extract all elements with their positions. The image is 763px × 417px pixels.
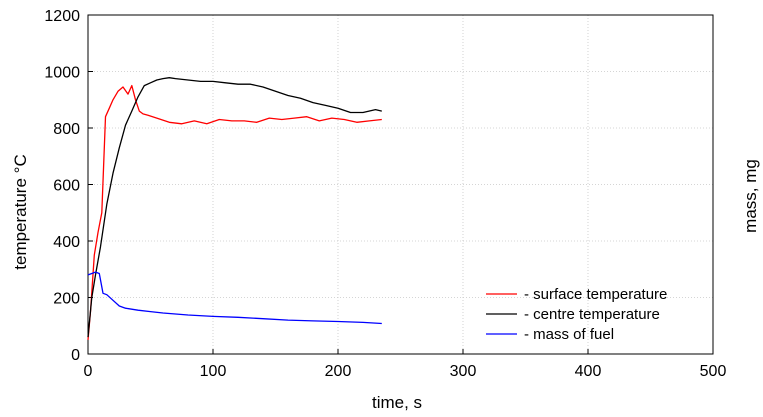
y-tick-label: 1200 — [44, 8, 80, 25]
legend-label-mass-of-fuel: - mass of fuel — [524, 326, 614, 343]
x-tick-label: 0 — [84, 363, 93, 380]
y-tick-label: 600 — [53, 178, 80, 195]
y-axis-label: temperature °C — [11, 154, 30, 269]
series-line-mass-of-fuel — [87, 271, 382, 325]
legend-label-surface-temperature: - surface temperature — [524, 286, 667, 303]
axis-ticks: 0 100 200 300 400 500 0 200 400 600 800 1000 1200 — [44, 8, 726, 380]
x-tick-label: 100 — [200, 363, 227, 380]
y-tick-label: 800 — [53, 121, 80, 138]
x-tick-label: 300 — [450, 363, 477, 380]
legend: - surface temperature - centre temperatu… — [486, 286, 667, 343]
x-tick-label: 200 — [325, 363, 352, 380]
series-line-centre-temperature — [87, 77, 382, 338]
series-lines — [87, 77, 382, 340]
x-tick-label: 500 — [700, 363, 727, 380]
x-axis-label: time, s — [372, 393, 422, 412]
y-tick-label: 400 — [53, 234, 80, 251]
y-tick-label: 1000 — [44, 65, 80, 82]
y-axis-right-label: mass, mg — [741, 159, 760, 233]
x-tick-label: 400 — [575, 363, 602, 380]
legend-label-centre-temperature: - centre temperature — [524, 306, 660, 323]
y-tick-label: 0 — [71, 347, 80, 364]
y-tick-label: 200 — [53, 291, 80, 308]
series-line-surface-temperature — [87, 84, 382, 340]
grid — [88, 15, 713, 354]
